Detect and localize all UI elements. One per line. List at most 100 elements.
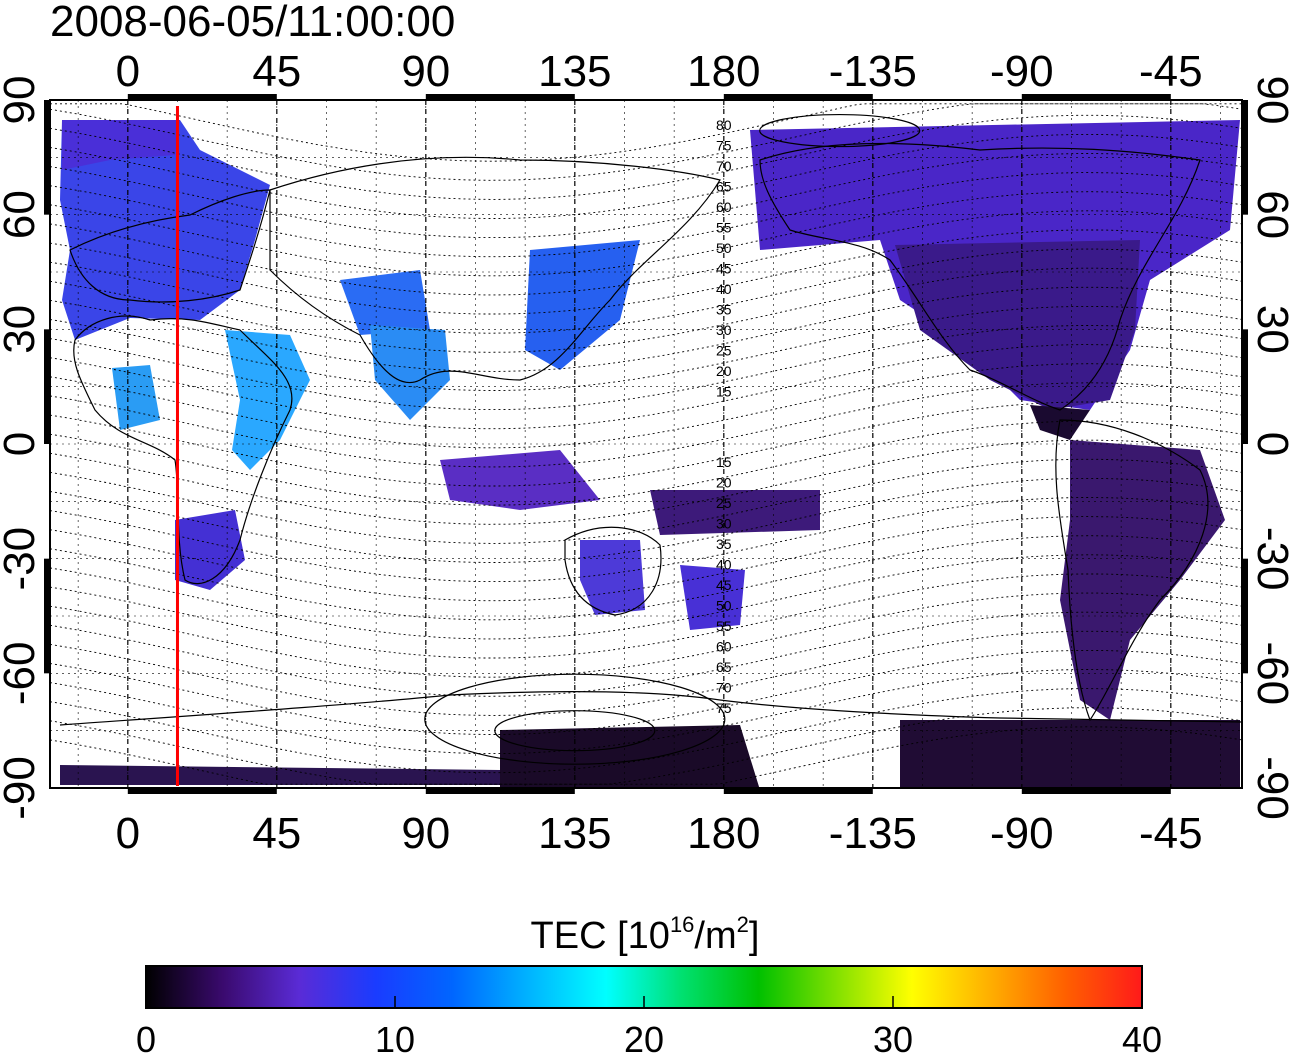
contour-label: 35 [716, 302, 732, 318]
patch-india [370, 325, 450, 420]
mlat-contour [50, 707, 1242, 785]
coast-australia [564, 526, 662, 616]
contour-label: 45 [716, 577, 732, 593]
contour-label: 75 [716, 138, 732, 154]
left-lat-tick-label: -90 [0, 756, 44, 820]
magnetic-latitude-contours [50, 103, 1242, 785]
coastlines [59, 142, 1242, 726]
frame-bar-bottom [1021, 788, 1171, 794]
frame-bar-right [1242, 329, 1248, 444]
colorbar-tick-label: 40 [1122, 1019, 1162, 1057]
colorbar-tick-label: 0 [136, 1019, 156, 1057]
top-longitude-ticks: 0 45 90 135 180 -135 -90 -45 [116, 47, 1203, 96]
colorbar-tick-label: 30 [873, 1019, 913, 1057]
right-lat-tick-label: 60 [1248, 190, 1292, 239]
bottom-lon-tick-label: -90 [990, 809, 1054, 858]
colorbar-tick-label: 10 [375, 1019, 415, 1057]
contour-label: 60 [716, 199, 732, 215]
coast-north-america [759, 142, 1201, 411]
contour-label: 50 [716, 598, 732, 614]
frame-bar-top [127, 94, 277, 100]
colorbar-tick-label: 20 [624, 1019, 664, 1057]
pole-contour-south-outer [424, 673, 726, 765]
contour-label: 20 [716, 475, 732, 491]
left-lat-tick-label: 60 [0, 190, 44, 239]
colorbar-label-sup2: 2 [737, 912, 749, 937]
contour-labels: 80 75 70 65 60 55 50 45 40 35 30 25 20 15 15 20 25 30 35 40… [716, 117, 732, 716]
colorbar-label-end: ] [749, 915, 760, 957]
contour-label: 20 [716, 363, 732, 379]
right-lat-tick-label: 0 [1248, 432, 1292, 456]
patch-east-asia [525, 240, 640, 370]
bottom-lon-tick-label: -135 [829, 809, 917, 858]
top-lon-tick-label: 180 [687, 47, 760, 96]
bottom-lon-tick-label: 135 [538, 809, 611, 858]
top-lon-tick-label: -45 [1139, 47, 1203, 96]
contour-label: 70 [716, 680, 732, 696]
patch-africa [225, 330, 310, 470]
contour-label: 30 [716, 322, 732, 338]
colorbar-label-sup1: 16 [670, 912, 694, 937]
coast-africa [73, 315, 293, 585]
top-lon-tick-label: -90 [990, 47, 1054, 96]
top-lon-tick-label: -135 [829, 47, 917, 96]
contour-label: 75 [716, 700, 732, 716]
top-lon-tick-label: 45 [252, 47, 301, 96]
contour-label: 15 [716, 454, 732, 470]
bottom-lon-tick-label: 0 [116, 809, 140, 858]
frame-bar-bottom [425, 788, 575, 794]
coast-europe [69, 189, 271, 303]
contour-label: 70 [716, 158, 732, 174]
patch-usa [895, 240, 1140, 410]
patch-pacific [650, 490, 820, 535]
contour-label: 30 [716, 516, 732, 532]
patch-se-asia [440, 450, 600, 510]
right-latitude-ticks: 90 60 30 0 -30 -60 -90 [1248, 76, 1292, 820]
left-lat-tick-label: 30 [0, 305, 44, 354]
left-lat-tick-label: -60 [0, 642, 44, 706]
patch-europe-north [62, 120, 180, 170]
map-gridlines [50, 100, 1242, 788]
patch-antarctic-west [60, 765, 500, 785]
patch-antarctic-east [900, 720, 1240, 788]
contour-label: 25 [716, 495, 732, 511]
pole-contour-south [494, 710, 656, 752]
contour-label: 55 [716, 220, 732, 236]
colorbar-label: TEC [1016/m2] [531, 912, 760, 957]
contour-label: 80 [716, 117, 732, 133]
frame-bar-bottom [127, 788, 277, 794]
contour-label: 45 [716, 261, 732, 277]
left-lat-tick-label: 90 [0, 76, 44, 125]
mlat-contour [50, 726, 1242, 785]
frame-bar-left [44, 329, 50, 444]
map-area: 80 75 70 65 60 55 50 45 40 35 30 25 20 15 15 20 25 30 35 40… [44, 94, 1248, 794]
contour-label: 65 [716, 179, 732, 195]
bottom-lon-tick-label: 90 [401, 809, 450, 858]
patch-europe [60, 120, 270, 340]
contour-label: 55 [716, 618, 732, 634]
left-lat-tick-label: -30 [0, 527, 44, 591]
right-lat-tick-label: 90 [1248, 76, 1292, 125]
right-lat-tick-label: -30 [1248, 527, 1292, 591]
bottom-lon-tick-label: -45 [1139, 809, 1203, 858]
bottom-longitude-ticks: 0 45 90 135 180 -135 -90 -45 [116, 809, 1203, 858]
patch-south-america [1060, 440, 1225, 720]
map-title: 2008-06-05/11:00:00 [50, 0, 455, 46]
frame-bar-bottom [723, 788, 873, 794]
left-latitude-ticks: 90 60 30 0 -30 -60 -90 [0, 76, 44, 820]
frame-bar-right [1242, 558, 1248, 674]
patch-antarctic [500, 725, 760, 788]
mlat-contour [50, 103, 1242, 162]
contour-label: 60 [716, 639, 732, 655]
colorbar-ticks: 0 10 20 30 40 [136, 996, 1162, 1057]
coast-south-america [1055, 419, 1209, 722]
frame-bar-left [44, 100, 50, 215]
frame-tick-bars [44, 94, 1248, 794]
contour-label: 40 [716, 557, 732, 573]
patch-africa-west [112, 365, 160, 430]
contour-label: 50 [716, 240, 732, 256]
frame-bar-right [1242, 100, 1248, 215]
patch-new-zealand [680, 565, 745, 630]
right-lat-tick-label: -60 [1248, 642, 1292, 706]
